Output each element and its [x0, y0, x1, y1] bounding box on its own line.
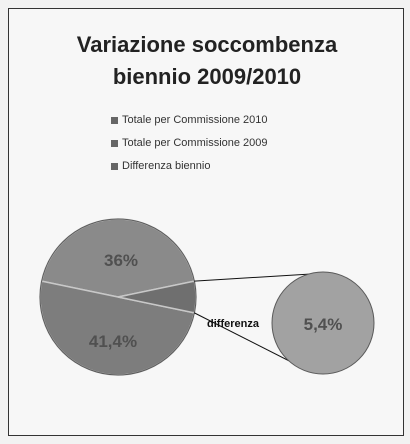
legend-swatch-2010	[111, 116, 118, 124]
legend-item-2010: Totale per Commissione 2010	[111, 112, 268, 128]
legend-swatch-2009	[111, 139, 118, 147]
data-label-2009: 41,4%	[89, 332, 137, 351]
chart-title: Variazione soccombenza biennio 2009/2010	[9, 29, 405, 93]
detail-pie	[271, 271, 375, 375]
pie-chart: 36% 41,4% differenza 5,4%	[39, 218, 375, 376]
main-pie	[39, 218, 197, 376]
chart-frame: Variazione soccombenza biennio 2009/2010…	[8, 8, 404, 436]
connector-line-top	[194, 273, 312, 282]
legend-item-2009: Totale per Commissione 2009	[111, 135, 268, 151]
legend-item-differenza: Differenza biennio	[111, 158, 268, 174]
chart-legend: Totale per Commissione 2010 Totale per C…	[111, 112, 268, 181]
legend-label-2010: Totale per Commissione 2010	[122, 114, 268, 126]
data-label-2010: 36%	[104, 251, 138, 270]
legend-label-differenza: Differenza biennio	[122, 160, 211, 172]
main-pie-outline	[39, 218, 197, 376]
chart-title-line-1: Variazione soccombenza	[76, 32, 338, 57]
legend-label-2009: Totale per Commissione 2009	[122, 137, 268, 149]
data-label-differenza: 5,4%	[304, 315, 343, 334]
secondary-pie-label: differenza	[207, 318, 260, 330]
chart-title-line-2: biennio 2009/2010	[112, 64, 302, 89]
legend-swatch-differenza	[111, 162, 118, 170]
